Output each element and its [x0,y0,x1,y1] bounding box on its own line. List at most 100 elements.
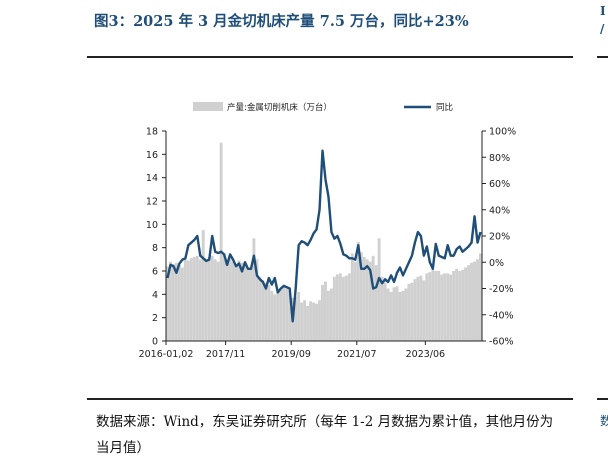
bar [210,255,214,341]
bar [329,288,333,341]
bar [225,261,229,341]
bar [258,276,262,341]
legend-bar-swatch [193,102,223,111]
bar [231,261,235,341]
bar [470,262,473,341]
bar [398,292,402,341]
bar [261,280,265,341]
bar [183,259,187,341]
bar [279,288,283,341]
bar [353,261,357,341]
bar [186,260,190,341]
cropped-edge-char-top-1: I [600,4,606,18]
left-tick-label: 18 [146,127,158,138]
right-tick-label: 80% [489,153,510,164]
bar [449,274,453,341]
bar [341,276,345,341]
bar [171,264,175,341]
left-tick-label: 0 [152,337,158,348]
bar [479,253,482,341]
bar [264,282,268,341]
bar [306,306,310,341]
bar [255,259,259,341]
bar [252,238,256,341]
bar [234,265,238,341]
bar [458,271,462,341]
left-tick-label: 8 [152,243,158,254]
bar [326,290,330,341]
bar [407,283,411,341]
bar [198,259,202,341]
x-tick-label: 2021/07 [337,349,376,360]
bar [347,273,351,341]
title-rule [87,56,573,58]
bar [166,266,169,341]
legend: 产量:金属切削机床（万台） 同比 [193,102,453,113]
bar [282,287,286,341]
bar [332,276,336,341]
bar [443,273,447,341]
bar-series [166,142,482,341]
line-series [166,149,482,323]
bar [309,301,313,341]
bar [386,288,390,341]
bar [422,280,426,341]
bar [246,267,250,341]
x-tick-label: 2016-01,02 [139,349,194,360]
axes: 0 2 4 6 8 10 12 14 16 18 -60% -40% -20% 0% 20% 40% 60% 80… [139,127,517,361]
bar [243,261,247,341]
bar [300,302,304,341]
right-tick-label: -40% [489,310,514,321]
bar [222,253,226,341]
bar [174,262,178,341]
bar [303,300,307,341]
bar [371,255,375,341]
right-tick-label: 60% [489,179,510,190]
bar [473,261,476,341]
figure-title: 图3：2025 年 3 月金切机床产量 7.5 万台，同比+23% [94,13,469,30]
bar [431,269,435,341]
footer-rule [87,398,573,400]
legend-bar-label: 产量:金属切削机床（万台） [227,102,332,113]
bar [207,257,211,341]
bar [335,274,339,341]
bar [237,260,241,341]
bar [195,255,199,341]
bar [204,259,208,341]
bar [315,303,318,341]
bar [365,259,369,341]
bar [428,272,432,341]
bar [219,142,223,341]
bar [177,265,181,341]
left-tick-label: 12 [146,197,158,208]
bar [395,286,399,341]
right-tick-label: 0% [489,258,504,269]
yoy-line [166,149,482,323]
bar [410,282,414,341]
bar [392,287,396,341]
bar [476,259,479,341]
bar [455,268,459,341]
bar [216,261,220,341]
footer-rule-right [597,398,608,400]
bar [380,276,384,341]
left-tick-label: 16 [146,150,158,161]
bar [297,292,301,341]
left-tick-label: 4 [152,290,158,301]
bar [273,294,277,341]
right-tick-label: 40% [489,205,510,216]
x-tick-label: 2023/06 [406,349,445,360]
bar [294,296,298,341]
left-tick-label: 6 [152,267,158,278]
bar [401,290,405,341]
bar [368,261,372,341]
bar [434,271,438,341]
bar [440,274,444,341]
left-tick-label: 10 [146,220,158,231]
right-tick-label: 20% [489,232,510,243]
bar [312,302,315,341]
left-tick-label: 2 [152,313,158,324]
bar [446,273,450,341]
bar [359,252,363,341]
bar [419,275,423,341]
